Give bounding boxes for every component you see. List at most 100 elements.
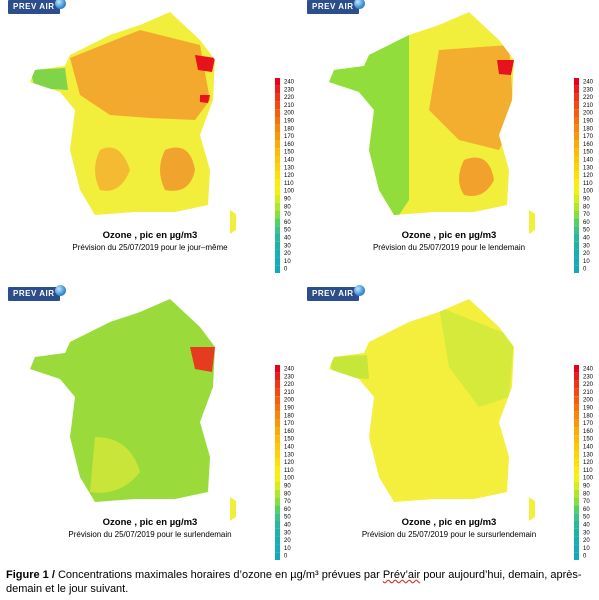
legend-swatch bbox=[275, 450, 280, 459]
legend-swatch bbox=[275, 388, 280, 397]
legend-swatch bbox=[574, 528, 579, 537]
legend-swatch bbox=[275, 427, 280, 436]
legend-tick-label: 80 bbox=[284, 491, 291, 497]
legend-swatch bbox=[574, 372, 579, 381]
legend-tick-label: 130 bbox=[583, 452, 594, 458]
legend-tick-label: 240 bbox=[284, 80, 295, 86]
legend-tick-label: 130 bbox=[284, 452, 295, 458]
legend-swatch bbox=[275, 505, 280, 514]
legend-swatch bbox=[574, 265, 579, 273]
legend-tick-label: 160 bbox=[583, 429, 594, 435]
legend-swatch bbox=[574, 234, 579, 242]
legend-tick-label: 60 bbox=[583, 220, 590, 226]
caption-text-before: Concentrations maximales horaires d’ozon… bbox=[54, 569, 383, 581]
legend-tick-label: 220 bbox=[583, 382, 594, 388]
legend-swatch bbox=[574, 411, 579, 420]
legend-swatch bbox=[574, 443, 579, 451]
legend-swatch bbox=[275, 466, 280, 475]
legend-swatch bbox=[275, 195, 280, 203]
legend-tick-label: 20 bbox=[284, 538, 291, 544]
caption-text-after: pour aujourd’hui, demain, après-demain e… bbox=[6, 569, 582, 595]
legend-swatch bbox=[574, 117, 579, 125]
legend-colorbar: 2402302202102001901801701601501401301201… bbox=[275, 78, 295, 273]
legend-tick-label: 50 bbox=[583, 228, 590, 234]
legend-swatch bbox=[574, 249, 579, 258]
legend-tick-label: 30 bbox=[583, 530, 590, 536]
legend-swatch bbox=[275, 187, 280, 195]
legend-swatch bbox=[275, 372, 280, 381]
prevair-logo: PREV AIR bbox=[8, 285, 66, 301]
legend-swatch bbox=[574, 521, 579, 529]
legend-swatch bbox=[275, 404, 280, 412]
legend-swatch bbox=[275, 117, 280, 125]
legend-colorbar: 2402302202102001901801701601501401301201… bbox=[574, 365, 594, 560]
legend-tick-label: 90 bbox=[284, 484, 291, 490]
legend-tick-label: 10 bbox=[284, 546, 291, 552]
legend-swatch bbox=[275, 474, 280, 482]
legend-swatch bbox=[574, 388, 579, 397]
legend-swatch bbox=[275, 93, 280, 102]
legend-tick-label: 110 bbox=[284, 468, 294, 474]
legend-swatch bbox=[275, 435, 280, 443]
france-map-day-after bbox=[30, 299, 236, 521]
legend-tick-label: 50 bbox=[583, 515, 590, 521]
legend-tick-label: 160 bbox=[284, 142, 295, 148]
legend-tick-label: 100 bbox=[284, 476, 295, 482]
legend-swatch bbox=[275, 458, 280, 467]
legend-colorbar: 2402302202102001901801701601501401301201… bbox=[275, 365, 295, 560]
legend-tick-label: 180 bbox=[284, 126, 295, 132]
legend-swatch bbox=[574, 396, 579, 404]
legend-tick-label: 120 bbox=[583, 173, 594, 179]
prevair-logo: PREV AIR bbox=[8, 0, 66, 14]
legend-swatch bbox=[574, 536, 579, 545]
legend-tick-label: 180 bbox=[583, 413, 594, 419]
legend-tick-label: 170 bbox=[284, 134, 295, 140]
legend-tick-label: 70 bbox=[583, 499, 590, 505]
legend-tick-label: 240 bbox=[583, 80, 594, 86]
legend-tick-label: 30 bbox=[284, 243, 291, 249]
legend-swatch bbox=[574, 210, 579, 219]
legend-tick-label: 230 bbox=[284, 374, 295, 380]
legend-swatch bbox=[275, 140, 280, 149]
legend-tick-label: 70 bbox=[284, 212, 291, 218]
legend-swatch bbox=[574, 505, 579, 514]
legend-swatch bbox=[275, 489, 280, 498]
legend-tick-label: 60 bbox=[284, 220, 291, 226]
legend-tick-label: 210 bbox=[583, 390, 594, 396]
legend-swatch bbox=[574, 78, 579, 86]
map-panel-day-after: PREV AIR 240 230 220 210 200 190 180 170 160 150 1… bbox=[0, 285, 300, 567]
caption-label: Figure 1 / bbox=[6, 569, 55, 581]
legend-swatch bbox=[574, 148, 579, 156]
legend-tick-label: 20 bbox=[284, 251, 291, 257]
legend-swatch bbox=[574, 419, 579, 428]
prevair-link[interactable]: Prév’air bbox=[382, 569, 421, 581]
panel-subtitle: Prévision du 25/07/2019 pour le sursurle… bbox=[361, 530, 537, 539]
legend-tick-label: 220 bbox=[284, 382, 295, 388]
legend-tick-label: 30 bbox=[583, 243, 590, 249]
legend-tick-label: 10 bbox=[284, 259, 291, 265]
legend-swatch bbox=[574, 474, 579, 482]
legend-tick-label: 140 bbox=[583, 445, 594, 451]
legend-swatch bbox=[574, 195, 579, 203]
legend-tick-label: 160 bbox=[583, 142, 594, 148]
panel-title: Ozone , pic en µg/m3 bbox=[401, 517, 497, 528]
legend-swatch bbox=[574, 435, 579, 443]
legend-tick-label: 80 bbox=[583, 204, 590, 210]
legend-tick-label: 170 bbox=[583, 421, 594, 427]
legend-swatch bbox=[275, 396, 280, 404]
legend-tick-label: 120 bbox=[583, 460, 594, 466]
legend-tick-label: 0 bbox=[284, 267, 288, 273]
legend-tick-label: 230 bbox=[583, 87, 594, 93]
legend-swatch bbox=[574, 156, 579, 164]
legend-tick-label: 170 bbox=[583, 134, 594, 140]
legend-swatch bbox=[275, 249, 280, 258]
legend-tick-label: 30 bbox=[284, 530, 291, 536]
legend-tick-label: 220 bbox=[284, 95, 295, 101]
legend-swatch bbox=[574, 163, 579, 172]
legend-swatch bbox=[574, 257, 579, 266]
legend-tick-label: 210 bbox=[284, 103, 295, 109]
legend-tick-label: 140 bbox=[284, 158, 295, 164]
legend-tick-label: 100 bbox=[284, 189, 295, 195]
legend-colorbar: 2402302202102001901801701601501401301201… bbox=[574, 78, 594, 273]
legend-swatch bbox=[574, 132, 579, 141]
